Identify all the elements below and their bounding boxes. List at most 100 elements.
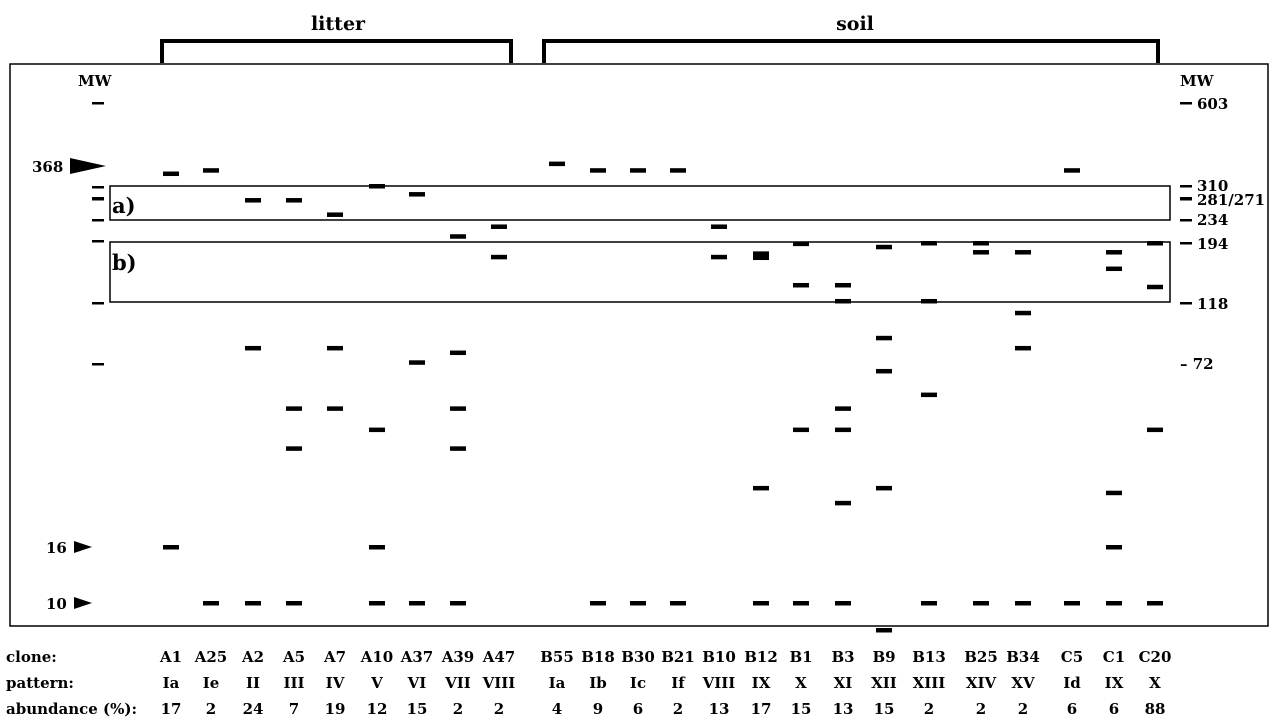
lane-band [1147,241,1163,246]
marker-10-arrow [74,597,92,609]
lane-band [409,192,425,197]
lane-abundance-cell: 6 [1109,700,1119,718]
region-a-box [109,185,1171,221]
lane-pattern-cell: IV [326,674,345,692]
lane-clone-cell: A7 [323,648,346,666]
lane-clone-cell: B18 [581,648,615,666]
lane-band [1106,601,1122,606]
lane-pattern-cell: V [370,674,383,692]
marker-16-arrow [74,541,92,553]
marker-10-label: 10 [46,595,67,613]
lane-band [921,601,937,606]
lane-abundance-cell: 2 [494,700,504,718]
gel-frame [9,63,1269,627]
litter-bracket [160,39,513,63]
lane-clone-cell: A25 [194,648,228,666]
lane-abundance-cell: 17 [161,700,182,718]
lane-band [876,368,892,374]
lane-band [1064,168,1080,173]
lane-band [549,161,565,167]
lane-abundance-cell: 19 [325,700,346,718]
lane-band [286,446,302,451]
lane-band [973,250,989,255]
lane-band [753,251,769,256]
lane-clone-cell: A5 [282,648,305,666]
lane-clone-cell: B9 [872,648,895,666]
lane-band [450,234,466,239]
left-ladder-band [92,240,104,243]
region-b-label: b) [112,250,137,275]
right-ladder-band [1180,185,1192,188]
lane-pattern-cell: VIII [482,674,516,692]
lane-clone-cell: B13 [912,648,946,666]
mw-label-right: MW [1180,72,1215,90]
lane-clone-cell: B10 [702,648,736,666]
lane-pattern-cell: Ib [589,674,607,692]
lane-abundance-cell: 2 [453,700,463,718]
lane-clone-cell: B1 [789,648,812,666]
lane-band [876,628,892,633]
lane-clone-cell: B12 [744,648,778,666]
left-ladder-band [92,186,104,189]
lane-pattern-cell: XIII [913,674,946,692]
lane-band [203,601,219,606]
lane-band [1015,601,1031,606]
left-ladder [92,102,104,366]
lane-abundance-cell: 4 [552,700,562,718]
lane-band [793,241,809,247]
lane-pattern-cell: Ie [203,674,220,692]
lane-band [711,224,727,229]
lane-abundance-cell: 9 [593,700,603,718]
right-ladder-label: 118 [1197,295,1228,313]
lane-band [203,168,219,173]
lane-band [876,244,892,250]
lane-band [973,241,989,246]
left-ladder-band [92,219,104,222]
lane-band [876,335,892,341]
lane-band [369,427,385,433]
lane-band [450,601,466,606]
lane-band [369,545,385,550]
lane-clone-cell: A2 [241,648,264,666]
lane-clone-cell: C5 [1061,648,1083,666]
lane-band [245,198,261,203]
lane-band [835,500,851,506]
right-ladder-band [1180,102,1192,105]
lane-clone-cell: B25 [964,648,998,666]
region-b-box [109,241,1171,303]
lane-band [590,168,606,173]
lane-pattern-cell: Ia [163,674,180,692]
lane-band [450,406,466,411]
lane-abundance-cell: 17 [751,700,772,718]
lane-band [711,254,727,260]
lane-abundance-cell: 88 [1145,700,1166,718]
lane-band [793,601,809,606]
lane-band [835,298,851,304]
lane-pattern-cell: II [246,674,260,692]
lane-band [409,601,425,606]
lane-pattern-cell: X [1149,674,1161,692]
left-ladder-band [92,102,104,105]
lane-clone-cell: A47 [482,648,516,666]
region-a-label: a) [112,193,136,218]
right-ladder-label: 194 [1197,235,1228,253]
lane-pattern-cell: Id [1063,674,1081,692]
lane-pattern-cell: XII [871,674,897,692]
lane-band [1015,250,1031,255]
soil-bracket [542,39,1160,63]
lane-band [973,601,989,606]
lane-clone-cell: B55 [540,648,574,666]
lane-pattern-cell: III [283,674,304,692]
marker-368-label: 368 [32,158,63,176]
lane-pattern-cell: Ic [630,674,646,692]
lane-band [1106,266,1122,272]
lane-band [670,601,686,606]
lane-band [835,601,851,606]
lane-abundance-cell: 2 [206,700,216,718]
mw-label-left: MW [78,72,113,90]
lane-clone-cell: B3 [831,648,854,666]
lane-pattern-cell: XV [1011,674,1035,692]
lane-clone-cell: B30 [621,648,655,666]
